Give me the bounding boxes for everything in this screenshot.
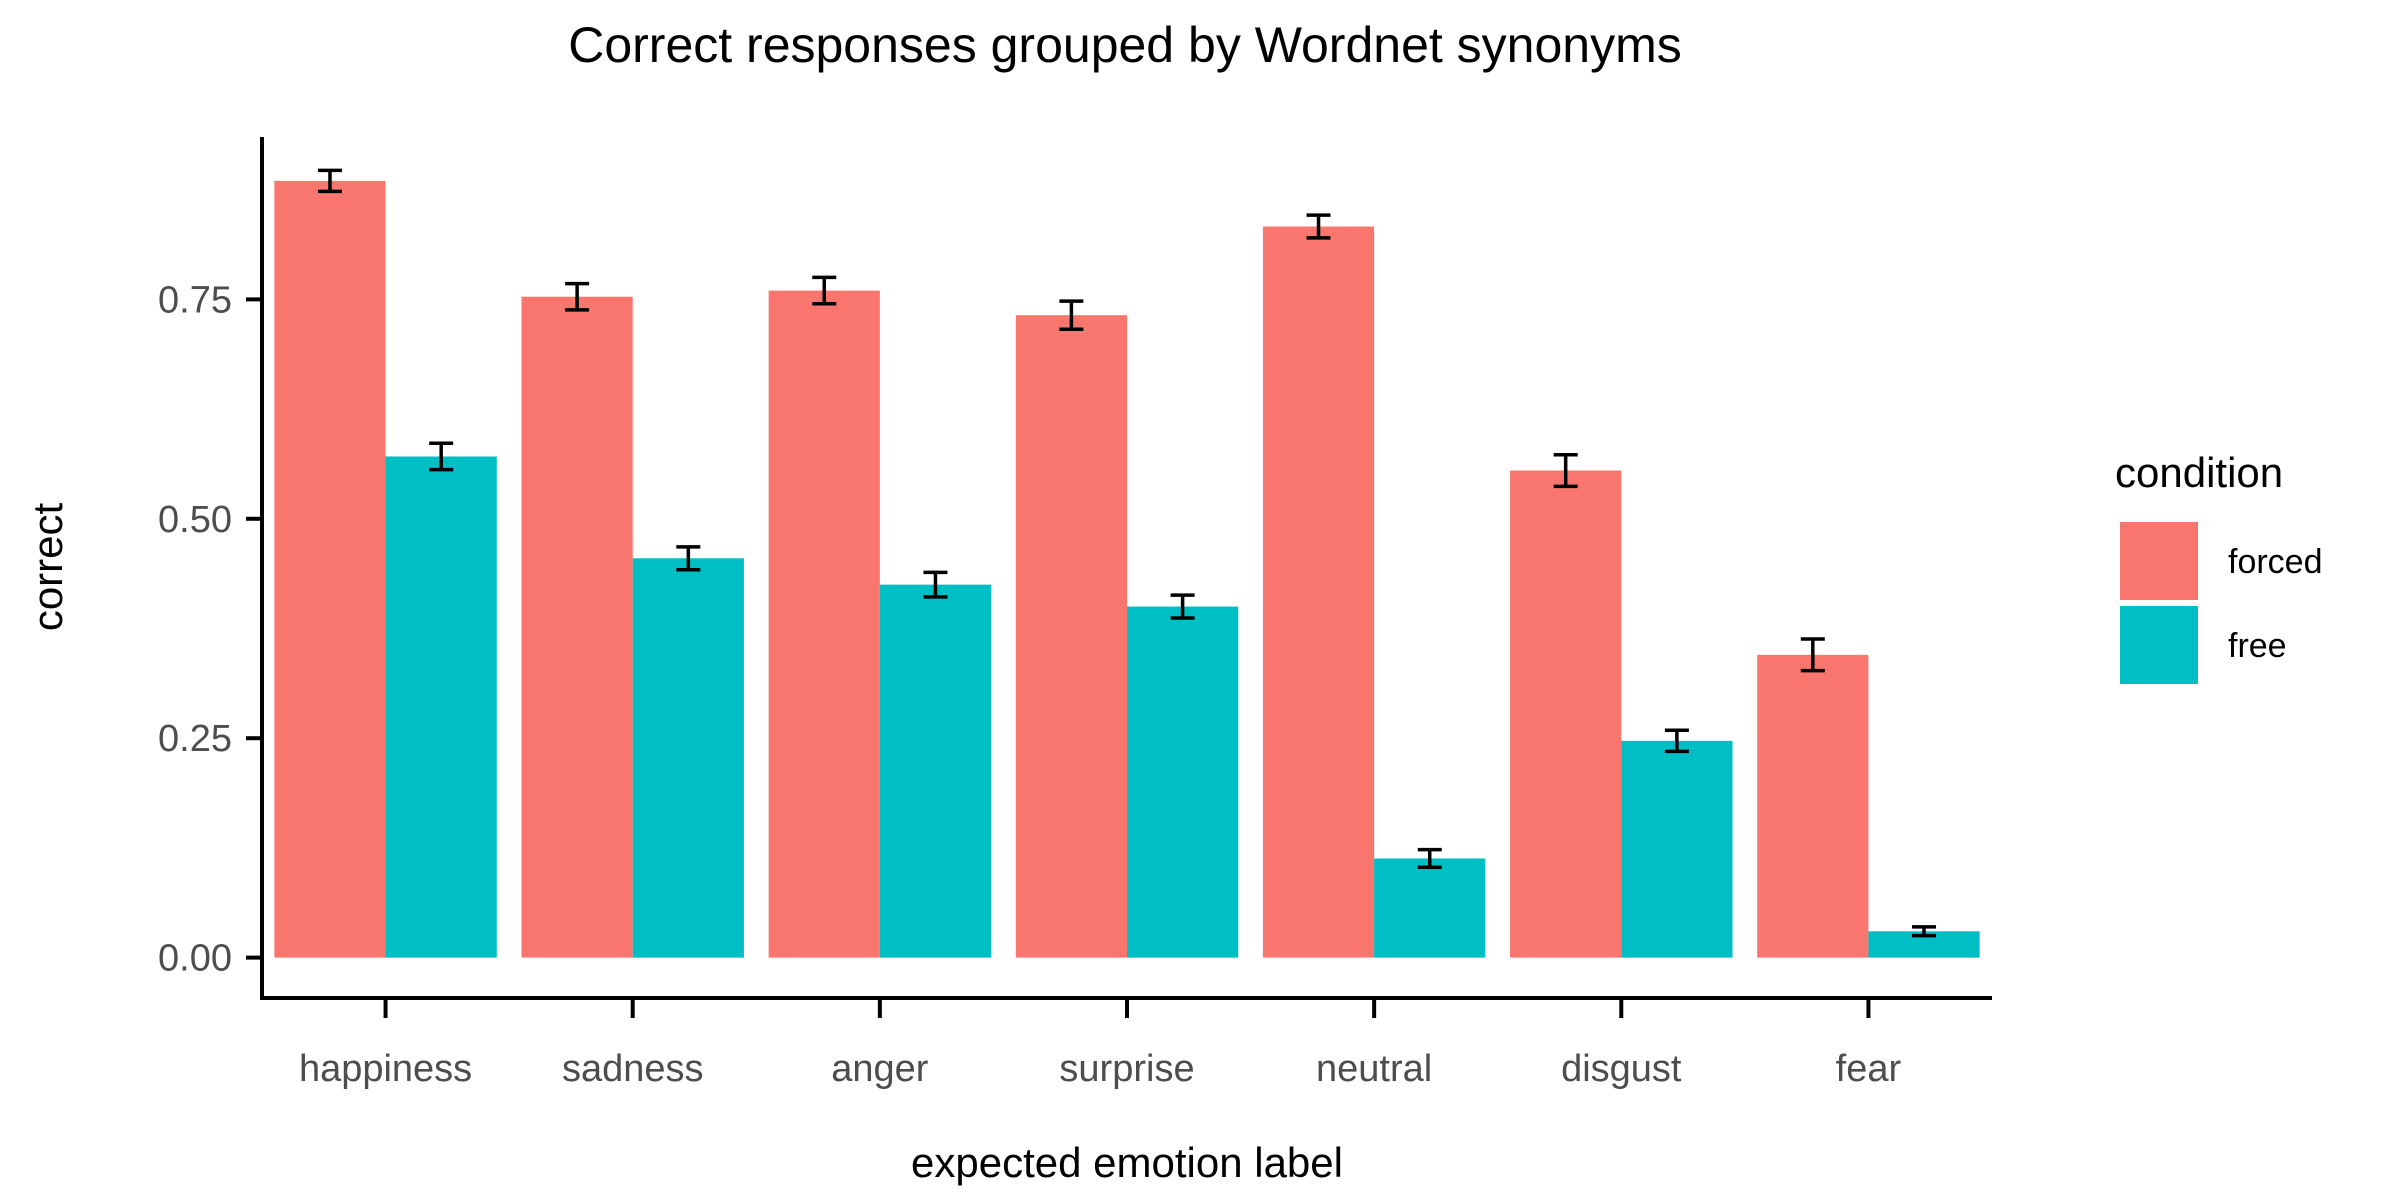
error-bar-happiness-free xyxy=(429,441,454,472)
bar-disgust-forced xyxy=(1510,470,1622,958)
error-bar-surprise-free xyxy=(1170,593,1195,620)
x-ticks: happiness sadness anger surprise neutral disg… xyxy=(299,998,1902,1090)
error-bar-anger-free xyxy=(923,570,948,599)
error-bar-sadness-free xyxy=(676,545,701,572)
x-tick-label-sadness: sadness xyxy=(562,1048,704,1090)
bar-neutral-free xyxy=(1374,858,1486,958)
bar-fear-forced xyxy=(1757,654,1869,958)
y-axis-title: correct xyxy=(24,502,71,631)
bar-anger-forced xyxy=(768,290,880,958)
x-tick-label-surprise: surprise xyxy=(1059,1048,1194,1090)
error-bar-disgust-free xyxy=(1664,728,1689,754)
legend-label-forced: forced xyxy=(2228,543,2323,581)
x-tick-label-fear: fear xyxy=(1836,1048,1902,1090)
error-bar-happiness-forced xyxy=(317,168,342,194)
bar-happiness-free xyxy=(385,456,497,958)
legend: condition forced free xyxy=(2115,449,2323,684)
x-tick-label-neutral: neutral xyxy=(1316,1048,1432,1090)
error-bar-surprise-forced xyxy=(1059,299,1084,331)
error-bar-disgust-forced xyxy=(1553,452,1578,489)
x-tick-label-anger: anger xyxy=(831,1048,929,1090)
bar-group-fear xyxy=(1757,637,1980,958)
x-tick-label-happiness: happiness xyxy=(299,1048,472,1090)
legend-swatch-free xyxy=(2120,606,2198,684)
error-bar-anger-forced xyxy=(812,275,837,306)
legend-title: condition xyxy=(2115,449,2283,496)
error-bar-fear-free xyxy=(1912,925,1937,938)
bar-group-sadness xyxy=(521,281,744,958)
legend-label-free: free xyxy=(2228,627,2287,665)
legend-swatch-forced xyxy=(2120,522,2198,600)
bars-layer xyxy=(274,168,1980,958)
bar-group-anger xyxy=(768,275,992,958)
bar-surprise-free xyxy=(1127,606,1239,958)
bar-group-happiness xyxy=(274,168,497,958)
bar-group-disgust xyxy=(1510,452,1733,958)
y-tick-label: 0.25 xyxy=(158,718,232,760)
bar-anger-free xyxy=(879,584,992,958)
error-bar-neutral-forced xyxy=(1306,213,1331,240)
x-axis-title: expected emotion label xyxy=(911,1139,1343,1186)
error-bar-sadness-forced xyxy=(565,281,590,312)
y-ticks: 0.00 0.25 0.50 0.75 xyxy=(158,279,262,980)
bar-sadness-forced xyxy=(521,296,633,958)
y-tick-label: 0.50 xyxy=(158,499,232,541)
bar-neutral-forced xyxy=(1262,226,1375,958)
chart-title: Correct responses grouped by Wordnet syn… xyxy=(568,17,1682,73)
bar-disgust-free xyxy=(1621,740,1733,958)
x-tick-label-disgust: disgust xyxy=(1561,1048,1682,1090)
bar-happiness-forced xyxy=(274,180,386,958)
bar-surprise-forced xyxy=(1015,315,1127,958)
y-tick-label: 0.00 xyxy=(158,938,232,980)
legend-items: forced free xyxy=(2120,522,2323,684)
error-bar-neutral-free xyxy=(1417,847,1442,869)
bar-group-neutral xyxy=(1262,213,1486,958)
y-tick-label: 0.75 xyxy=(158,279,232,321)
bar-group-surprise xyxy=(1015,299,1239,958)
error-bar-fear-forced xyxy=(1800,637,1825,673)
bar-sadness-free xyxy=(632,558,744,958)
